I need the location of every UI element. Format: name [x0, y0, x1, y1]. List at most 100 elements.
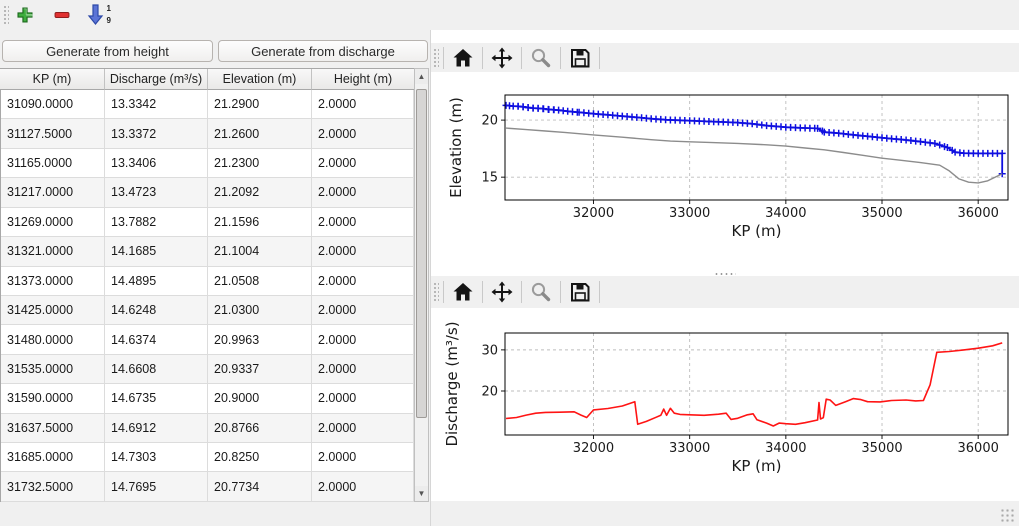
add-row-button[interactable]	[12, 2, 38, 28]
scrollbar-thumb[interactable]	[416, 89, 427, 418]
table-row[interactable]: 31165.0000 13.3406 21.2300 2.0000	[1, 148, 414, 179]
home-button[interactable]	[448, 45, 478, 71]
table-cell[interactable]: 13.3342	[105, 90, 208, 120]
table-row[interactable]: 31217.0000 13.4723 21.2092 2.0000	[1, 178, 414, 208]
table-cell[interactable]: 14.7303	[105, 443, 208, 473]
table-cell[interactable]: 14.4895	[105, 266, 208, 296]
table-cell[interactable]: 20.8766	[208, 413, 312, 444]
table-cell[interactable]: 13.3406	[105, 148, 208, 179]
table-cell[interactable]: 20.9963	[208, 325, 312, 355]
zoom-button[interactable]	[526, 45, 556, 71]
chart-splitter[interactable]	[431, 271, 1019, 276]
table-cell[interactable]: 14.7695	[105, 472, 208, 502]
column-header-kp[interactable]: KP (m)	[0, 69, 105, 90]
save-button[interactable]	[565, 45, 595, 71]
table-cell[interactable]: 20.9337	[208, 354, 312, 385]
table-cell[interactable]: 21.2600	[208, 119, 312, 149]
table-cell[interactable]: 31090.0000	[1, 90, 105, 120]
elevation-figure-canvas[interactable]: 32000 33000 34000 35000 36000 15 20 KP (m) Eleva…	[431, 72, 1019, 271]
table-cell[interactable]: 20.9000	[208, 384, 312, 414]
table-cell[interactable]: 21.2300	[208, 148, 312, 179]
table-cell[interactable]: 2.0000	[312, 178, 414, 208]
table-cell[interactable]: 14.6735	[105, 384, 208, 414]
scroll-down-button[interactable]: ▼	[415, 486, 428, 501]
table-cell[interactable]: 2.0000	[312, 148, 414, 179]
table-row[interactable]: 31127.5000 13.3372 21.2600 2.0000	[1, 119, 414, 149]
table-cell[interactable]: 31127.5000	[1, 119, 105, 149]
table-cell[interactable]: 31480.0000	[1, 325, 105, 355]
table-cell[interactable]: 2.0000	[312, 325, 414, 355]
table-row[interactable]: 31685.0000 14.7303 20.8250 2.0000	[1, 443, 414, 473]
table-cell[interactable]: 2.0000	[312, 237, 414, 267]
table-cell[interactable]: 31732.5000	[1, 472, 105, 502]
table-cell[interactable]: 31217.0000	[1, 178, 105, 208]
table-cell[interactable]: 2.0000	[312, 354, 414, 385]
table-row[interactable]: 31480.0000 14.6374 20.9963 2.0000	[1, 325, 414, 355]
table-cell[interactable]: 31535.0000	[1, 354, 105, 385]
table-cell[interactable]: 14.6608	[105, 354, 208, 385]
table-cell[interactable]: 31590.0000	[1, 384, 105, 414]
pan-button[interactable]	[487, 279, 517, 305]
table-scrollbar[interactable]: ▲ ▼	[414, 68, 429, 502]
table-row[interactable]: 31425.0000 14.6248 21.0300 2.0000	[1, 295, 414, 326]
sort-button[interactable]: 1 9	[84, 2, 112, 28]
pan-button[interactable]	[487, 45, 517, 71]
table-cell[interactable]: 31637.5000	[1, 413, 105, 444]
figure-toolbar-drag-handle[interactable]	[433, 47, 439, 68]
window-resize-grip[interactable]	[1000, 508, 1014, 522]
column-header-elevation[interactable]: Elevation (m)	[208, 69, 312, 90]
scroll-up-button[interactable]: ▲	[415, 69, 428, 84]
table-cell[interactable]: 21.0300	[208, 295, 312, 326]
table-cell[interactable]: 2.0000	[312, 443, 414, 473]
toolbar-drag-handle[interactable]	[3, 5, 9, 25]
table-row[interactable]: 31373.0000 14.4895 21.0508 2.0000	[1, 266, 414, 296]
table-row[interactable]: 31535.0000 14.6608 20.9337 2.0000	[1, 354, 414, 385]
discharge-chart[interactable]: 32000 33000 34000 35000 36000 20 30 KP (m) Disch…	[431, 308, 1019, 501]
table-cell[interactable]: 20.7734	[208, 472, 312, 502]
elevation-chart[interactable]: 32000 33000 34000 35000 36000 15 20 KP (m) Eleva…	[431, 72, 1019, 271]
table-row[interactable]: 31732.5000 14.7695 20.7734 2.0000	[1, 472, 414, 502]
table-cell[interactable]: 2.0000	[312, 295, 414, 326]
table-cell[interactable]: 21.2092	[208, 178, 312, 208]
table-row[interactable]: 31590.0000 14.6735 20.9000 2.0000	[1, 384, 414, 414]
zoom-button[interactable]	[526, 279, 556, 305]
table-cell[interactable]: 14.6912	[105, 413, 208, 444]
table-cell[interactable]: 2.0000	[312, 207, 414, 238]
table-cell[interactable]: 2.0000	[312, 119, 414, 149]
generate-from-height-button[interactable]: Generate from height	[2, 40, 213, 62]
column-header-height[interactable]: Height (m)	[312, 69, 414, 90]
panel-divider[interactable]	[430, 30, 431, 526]
generate-from-discharge-button[interactable]: Generate from discharge	[218, 40, 428, 62]
table-cell[interactable]: 2.0000	[312, 384, 414, 414]
table-cell[interactable]: 14.1685	[105, 237, 208, 267]
table-cell[interactable]: 13.7882	[105, 207, 208, 238]
table-cell[interactable]: 21.0508	[208, 266, 312, 296]
table-cell[interactable]: 21.1596	[208, 207, 312, 238]
save-button[interactable]	[565, 279, 595, 305]
table-cell[interactable]: 31425.0000	[1, 295, 105, 326]
table-row[interactable]: 31090.0000 13.3342 21.2900 2.0000	[1, 90, 414, 120]
figure-toolbar-drag-handle[interactable]	[433, 282, 439, 302]
home-button[interactable]	[448, 279, 478, 305]
table-row[interactable]: 31637.5000 14.6912 20.8766 2.0000	[1, 413, 414, 444]
remove-row-button[interactable]	[49, 2, 75, 28]
table-cell[interactable]: 31321.0000	[1, 237, 105, 267]
table-cell[interactable]: 2.0000	[312, 90, 414, 120]
table-cell[interactable]: 31269.0000	[1, 207, 105, 238]
table-cell[interactable]: 14.6248	[105, 295, 208, 326]
discharge-figure-canvas[interactable]: 32000 33000 34000 35000 36000 20 30 KP (m) Disch…	[431, 308, 1019, 501]
table-row[interactable]: 31321.0000 14.1685 21.1004 2.0000	[1, 237, 414, 267]
table-cell[interactable]: 13.3372	[105, 119, 208, 149]
table-row[interactable]: 31269.0000 13.7882 21.1596 2.0000	[1, 207, 414, 238]
table-cell[interactable]: 31165.0000	[1, 148, 105, 179]
table-cell[interactable]: 14.6374	[105, 325, 208, 355]
column-header-discharge[interactable]: Discharge (m³/s)	[105, 69, 208, 90]
table-cell[interactable]: 2.0000	[312, 413, 414, 444]
table-cell[interactable]: 21.2900	[208, 90, 312, 120]
table-cell[interactable]: 2.0000	[312, 266, 414, 296]
table-cell[interactable]: 2.0000	[312, 472, 414, 502]
table-cell[interactable]: 31685.0000	[1, 443, 105, 473]
table-cell[interactable]: 21.1004	[208, 237, 312, 267]
table-cell[interactable]: 13.4723	[105, 178, 208, 208]
data-table[interactable]: 31090.0000 13.3342 21.2900 2.0000 31127.5000…	[0, 90, 414, 502]
